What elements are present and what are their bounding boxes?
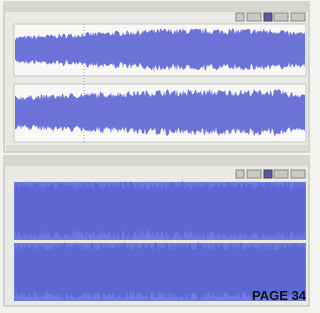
page: {"footer": {"page_label": "PAGE 34"}} PA… [0, 0, 313, 313]
waveform [15, 181, 305, 241]
bottom-title-bar [4, 156, 309, 166]
tool-button[interactable] [264, 13, 272, 21]
page-label: PAGE 34 [252, 288, 307, 303]
tool-button[interactable] [236, 170, 244, 178]
ruler [6, 145, 309, 151]
tool-button[interactable] [291, 13, 305, 21]
tool-button[interactable] [291, 170, 305, 178]
tool-button[interactable] [247, 13, 261, 21]
top-title-bar [4, 2, 309, 12]
tool-button[interactable] [274, 13, 288, 21]
tool-button[interactable] [264, 170, 272, 178]
screenshot: PAGE 34 [0, 0, 313, 313]
tool-button[interactable] [247, 170, 261, 178]
tool-button[interactable] [274, 170, 288, 178]
tool-button[interactable] [236, 13, 244, 21]
